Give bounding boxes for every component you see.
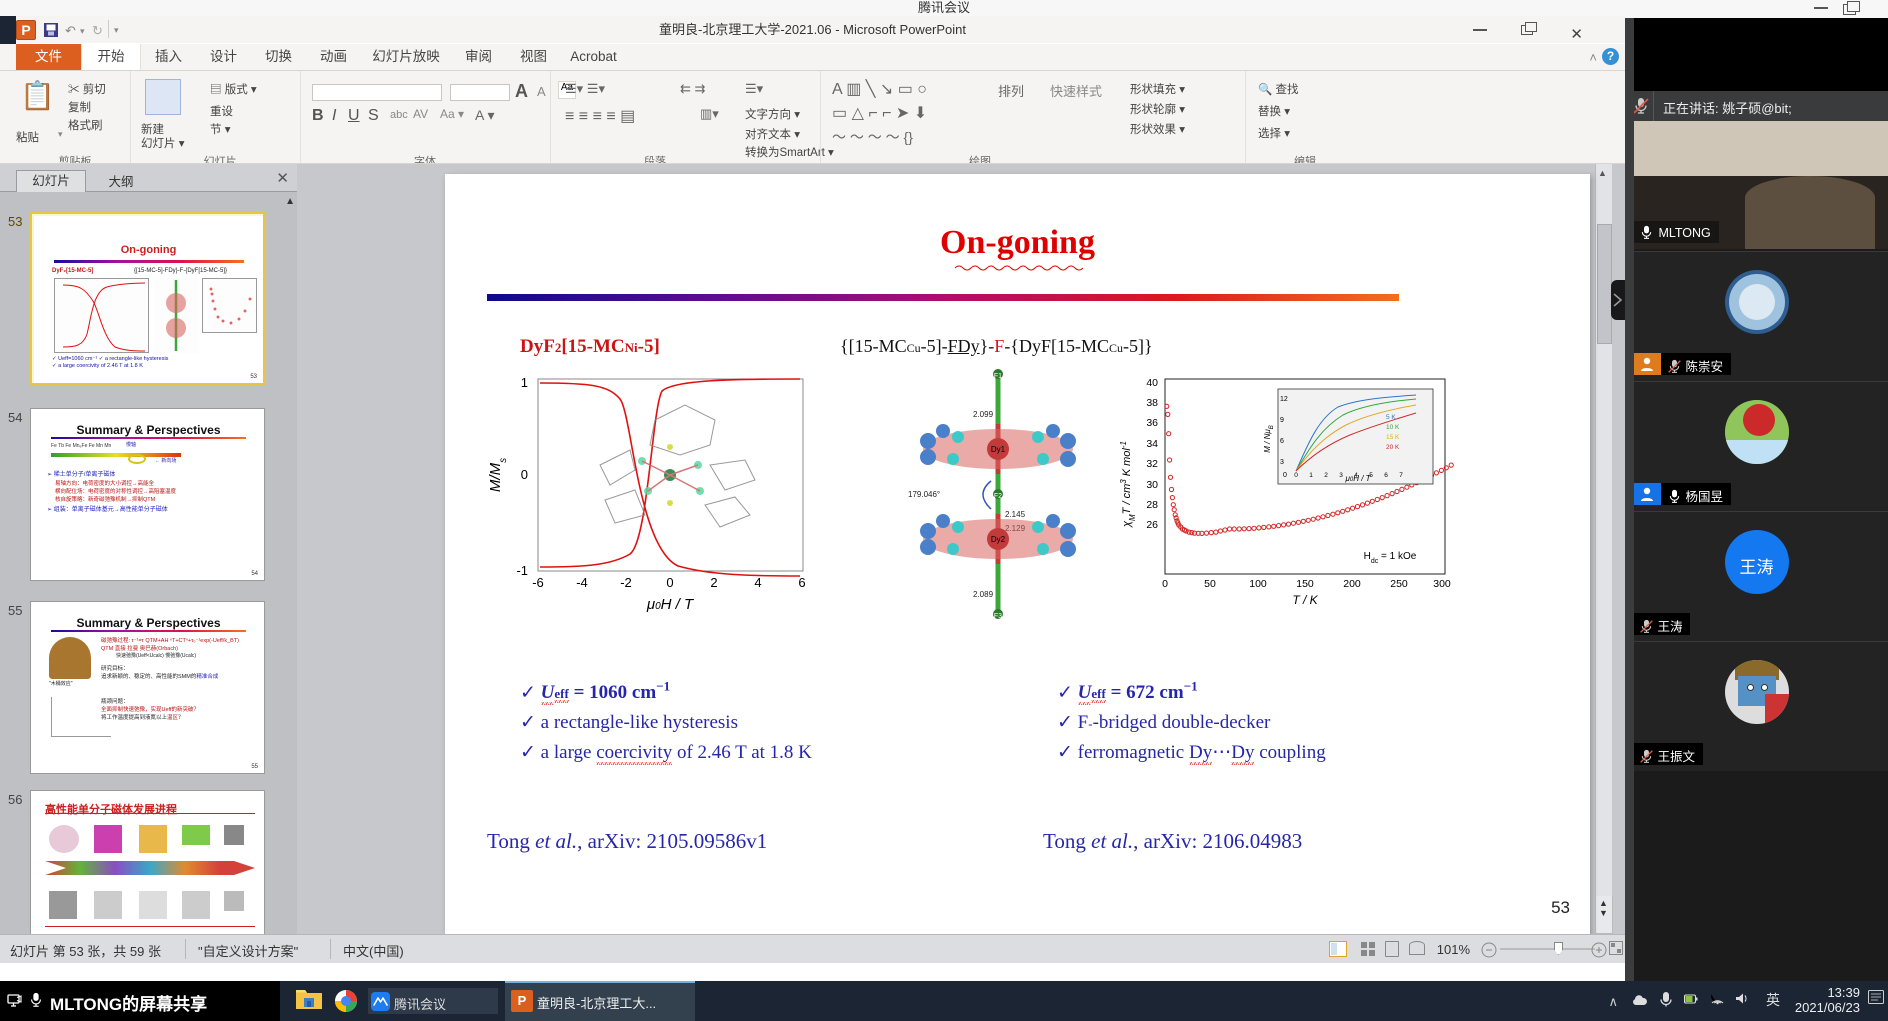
svg-text:20 K: 20 K: [1386, 444, 1400, 451]
svg-text:6: 6: [798, 575, 805, 590]
svg-text:200: 200: [1343, 578, 1361, 590]
svg-text:1: 1: [521, 375, 528, 390]
svg-text:μ0H / T: μ0H / T: [1344, 474, 1371, 483]
svg-text:4: 4: [754, 575, 761, 590]
svg-text:Dy2: Dy2: [991, 535, 1006, 544]
svg-text:Hdc = 1 kOe: Hdc = 1 kOe: [1364, 551, 1417, 565]
svg-text:F1: F1: [994, 373, 1002, 380]
svg-text:-2: -2: [620, 575, 632, 590]
svg-text:12: 12: [1280, 396, 1288, 403]
svg-text:1: 1: [1309, 472, 1313, 479]
svg-text:0: 0: [1294, 472, 1298, 479]
svg-text:3: 3: [1280, 459, 1284, 466]
svg-text:Dy1: Dy1: [991, 445, 1006, 454]
svg-text:F2: F2: [994, 493, 1002, 500]
svg-text:2.099: 2.099: [973, 410, 994, 419]
svg-text:0: 0: [1283, 472, 1287, 479]
svg-text:2.089: 2.089: [973, 590, 994, 599]
svg-text:0: 0: [1162, 578, 1168, 590]
svg-text:M / NμB: M / NμB: [1263, 425, 1275, 453]
svg-text:26: 26: [1146, 519, 1158, 531]
svg-text:34: 34: [1146, 438, 1158, 450]
svg-text:10 K: 10 K: [1386, 424, 1400, 431]
svg-text:μ0H / T: μ0H / T: [646, 596, 695, 613]
svg-text:38: 38: [1146, 397, 1158, 409]
svg-text:32: 32: [1146, 458, 1158, 470]
svg-text:5: 5: [1369, 472, 1373, 479]
svg-text:3: 3: [1339, 472, 1343, 479]
svg-text:0: 0: [521, 467, 528, 482]
svg-text:T / K: T / K: [1292, 593, 1318, 607]
svg-text:4: 4: [1354, 472, 1358, 479]
svg-text:-6: -6: [532, 575, 544, 590]
svg-text:6: 6: [1280, 438, 1284, 445]
svg-text:-1: -1: [516, 563, 528, 578]
svg-text:6: 6: [1384, 472, 1388, 479]
svg-text:F3: F3: [994, 613, 1002, 619]
svg-text:179.046°: 179.046°: [908, 490, 940, 499]
svg-text:χMT / cm3 K mol-1: χMT / cm3 K mol-1: [1119, 441, 1137, 528]
svg-text:250: 250: [1390, 578, 1408, 590]
svg-text:50: 50: [1204, 578, 1216, 590]
svg-text:28: 28: [1146, 499, 1158, 511]
svg-text:2: 2: [1324, 472, 1328, 479]
svg-text:15 K: 15 K: [1386, 434, 1400, 441]
svg-text:150: 150: [1296, 578, 1314, 590]
svg-text:300: 300: [1433, 578, 1451, 590]
svg-text:2.145: 2.145: [1005, 510, 1026, 519]
svg-text:9: 9: [1280, 417, 1284, 424]
svg-text:7: 7: [1399, 472, 1403, 479]
svg-text:30: 30: [1146, 479, 1158, 491]
svg-text:-4: -4: [576, 575, 588, 590]
svg-text:0: 0: [666, 575, 673, 590]
svg-text:40: 40: [1146, 377, 1158, 389]
svg-text:5 K: 5 K: [1386, 414, 1396, 421]
svg-text:M/Ms: M/Ms: [487, 458, 509, 492]
svg-text:2: 2: [710, 575, 717, 590]
svg-text:36: 36: [1146, 417, 1158, 429]
svg-text:100: 100: [1249, 578, 1267, 590]
